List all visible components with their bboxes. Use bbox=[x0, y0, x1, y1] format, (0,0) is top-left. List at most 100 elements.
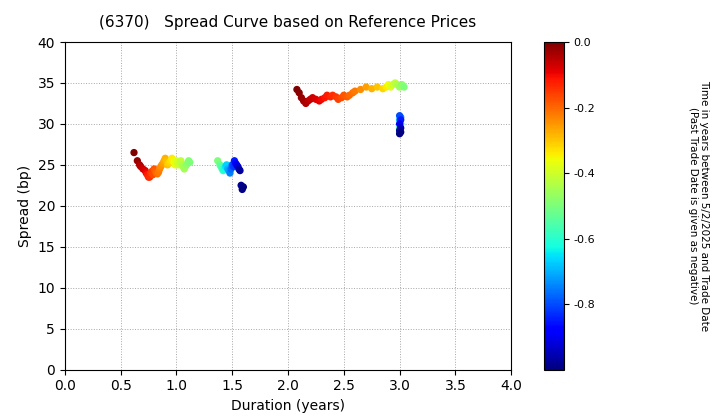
Point bbox=[229, 158, 240, 164]
Point bbox=[321, 92, 333, 99]
Point bbox=[161, 158, 172, 164]
Point bbox=[396, 81, 408, 88]
Point bbox=[225, 165, 237, 172]
Point bbox=[395, 121, 407, 127]
Point bbox=[238, 184, 249, 190]
Point bbox=[305, 96, 316, 102]
Point bbox=[171, 158, 182, 164]
Point bbox=[394, 127, 405, 134]
Point bbox=[338, 92, 350, 99]
Point bbox=[134, 161, 145, 168]
Point bbox=[394, 129, 405, 135]
Point bbox=[135, 163, 146, 170]
Point bbox=[235, 182, 247, 189]
Point bbox=[160, 155, 171, 162]
Point bbox=[330, 94, 342, 100]
Point bbox=[307, 94, 318, 101]
Point bbox=[233, 165, 245, 172]
Point bbox=[361, 84, 372, 90]
Point bbox=[153, 169, 164, 176]
Point bbox=[150, 167, 161, 174]
Point bbox=[172, 159, 184, 166]
Point bbox=[157, 160, 168, 167]
Point bbox=[155, 163, 166, 170]
Point bbox=[221, 161, 233, 168]
Point bbox=[140, 170, 152, 176]
Point bbox=[177, 163, 189, 170]
Point bbox=[215, 163, 227, 170]
Point bbox=[394, 125, 405, 131]
Point bbox=[142, 171, 153, 178]
Point bbox=[383, 81, 395, 88]
Point bbox=[156, 161, 168, 168]
Point bbox=[174, 160, 186, 167]
Point bbox=[158, 158, 170, 164]
Point bbox=[148, 165, 160, 172]
Point bbox=[390, 79, 401, 86]
Point bbox=[128, 149, 140, 156]
Point bbox=[162, 161, 174, 168]
Point bbox=[231, 161, 243, 168]
Point bbox=[154, 165, 166, 172]
Point bbox=[169, 161, 181, 168]
Point bbox=[392, 81, 403, 88]
Point bbox=[214, 161, 225, 168]
Y-axis label: Spread (bp): Spread (bp) bbox=[18, 165, 32, 247]
Point bbox=[385, 84, 397, 90]
Point bbox=[230, 160, 241, 167]
Point bbox=[394, 112, 405, 119]
Point bbox=[143, 174, 154, 181]
Point bbox=[315, 96, 327, 102]
Point bbox=[150, 170, 162, 176]
Point bbox=[220, 163, 231, 170]
Point bbox=[166, 155, 178, 162]
Point bbox=[300, 100, 312, 107]
Point bbox=[387, 81, 399, 88]
Point bbox=[226, 161, 238, 168]
Point bbox=[147, 171, 158, 178]
Point bbox=[152, 171, 163, 177]
Point bbox=[313, 97, 325, 104]
Point bbox=[179, 165, 190, 172]
Point bbox=[377, 85, 389, 92]
Point bbox=[394, 130, 405, 137]
Point bbox=[179, 163, 191, 170]
Point bbox=[380, 84, 392, 90]
Point bbox=[349, 88, 361, 94]
Point bbox=[163, 160, 174, 167]
Point bbox=[336, 94, 347, 101]
Point bbox=[325, 94, 336, 100]
Text: (6370)   Spread Curve based on Reference Prices: (6370) Spread Curve based on Reference P… bbox=[99, 15, 477, 30]
Point bbox=[291, 86, 302, 93]
Point bbox=[298, 97, 310, 104]
Point bbox=[184, 159, 196, 166]
Point bbox=[395, 129, 407, 135]
Point bbox=[394, 116, 405, 123]
Point bbox=[219, 165, 230, 172]
Point bbox=[294, 89, 305, 96]
Point bbox=[212, 158, 223, 164]
Point bbox=[232, 163, 243, 170]
Point bbox=[167, 158, 179, 164]
Point bbox=[398, 84, 410, 90]
Point bbox=[173, 161, 184, 168]
Point bbox=[310, 96, 322, 102]
Point bbox=[236, 186, 248, 193]
Point bbox=[217, 167, 229, 174]
Point bbox=[164, 159, 176, 166]
Point bbox=[234, 167, 246, 174]
Point bbox=[132, 158, 143, 164]
Point bbox=[341, 94, 353, 100]
Point bbox=[140, 167, 151, 174]
Point bbox=[224, 170, 235, 176]
Point bbox=[165, 158, 176, 164]
Text: Time in years between 5/2/2025 and Trade Date
(Past Trade Date is given as negat: Time in years between 5/2/2025 and Trade… bbox=[688, 80, 709, 331]
Point bbox=[395, 125, 407, 131]
Point bbox=[175, 158, 186, 164]
Point bbox=[176, 161, 188, 168]
Point bbox=[223, 167, 235, 174]
Point bbox=[394, 84, 405, 90]
Point bbox=[302, 97, 314, 104]
Point bbox=[183, 158, 194, 164]
Point bbox=[343, 92, 355, 99]
